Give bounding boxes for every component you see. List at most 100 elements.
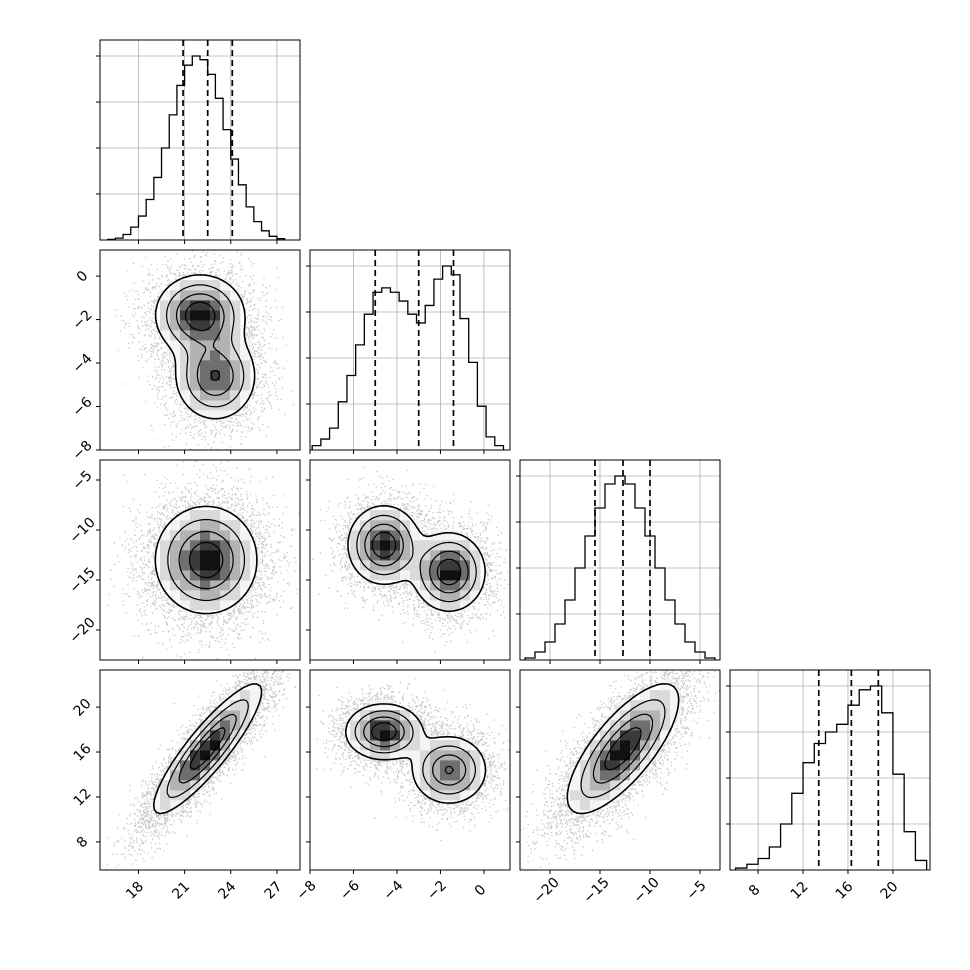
density-cell xyxy=(460,750,471,761)
density-cell xyxy=(610,760,621,771)
contour-line xyxy=(178,713,237,784)
density-cell xyxy=(450,530,461,541)
axes-frame xyxy=(99,249,301,451)
density-cell xyxy=(360,510,371,521)
pair-panel-0-1 xyxy=(99,249,301,451)
density-cell xyxy=(580,750,591,761)
density-cell xyxy=(380,570,391,581)
density-cell xyxy=(360,520,371,531)
density-cell xyxy=(620,700,631,711)
density-cell xyxy=(420,540,431,551)
panel-content xyxy=(520,670,720,870)
contour-line xyxy=(371,531,462,586)
density-cell xyxy=(200,590,211,601)
density-cell xyxy=(190,730,201,741)
density-cell xyxy=(230,360,241,371)
density-cell xyxy=(230,560,241,571)
density-cell xyxy=(630,700,641,711)
density-cell xyxy=(190,380,201,391)
density-cell xyxy=(450,750,461,761)
density-cell xyxy=(660,680,671,691)
x-tick-label: 27 xyxy=(262,879,286,903)
density-cell xyxy=(350,520,361,531)
scatter-points xyxy=(105,670,297,870)
density-cell xyxy=(630,770,641,781)
density-cell xyxy=(400,510,411,521)
density-cell xyxy=(360,730,371,741)
contour-line xyxy=(345,703,487,804)
density-cell xyxy=(590,750,601,761)
y-tick-label: −4 xyxy=(70,351,96,377)
density-cell xyxy=(200,540,211,551)
density-cell xyxy=(220,360,231,371)
density-cell xyxy=(160,550,171,561)
density-cell xyxy=(220,310,231,321)
density-cell xyxy=(170,800,181,811)
density-cell xyxy=(160,560,171,571)
density-cell xyxy=(200,370,211,381)
density-cell xyxy=(350,550,361,561)
density-cell xyxy=(230,730,241,741)
density-cell xyxy=(190,350,201,361)
density-cell xyxy=(370,730,381,741)
x-tick-label: 18 xyxy=(123,879,147,903)
pair-panel-2-3 xyxy=(519,669,721,871)
density-cell xyxy=(190,560,201,571)
density-cell xyxy=(180,340,191,351)
density-cell xyxy=(150,800,161,811)
x-tick-label: 20 xyxy=(878,879,902,903)
density-cell xyxy=(180,330,191,341)
density-cell xyxy=(620,740,631,751)
density-cell xyxy=(440,600,451,611)
density-cell xyxy=(370,560,381,571)
density-cell xyxy=(180,600,191,611)
axes-frame xyxy=(99,459,301,661)
density-cell xyxy=(210,740,221,751)
density-cell xyxy=(430,760,441,771)
density-cell xyxy=(240,720,251,731)
density-cell xyxy=(200,570,211,581)
density-cell xyxy=(640,720,651,731)
density-cell xyxy=(410,580,421,591)
density-cell xyxy=(220,330,231,341)
density-cell xyxy=(170,790,181,801)
density-cell xyxy=(200,530,211,541)
density-cell xyxy=(230,550,241,561)
density-cell xyxy=(170,760,181,771)
density-cell xyxy=(230,520,241,531)
density-cell xyxy=(200,360,211,371)
density-cell xyxy=(160,780,171,791)
density-cell xyxy=(430,750,441,761)
density-cell xyxy=(420,750,431,761)
y-tick-label: −20 xyxy=(67,615,99,647)
density-cell xyxy=(410,740,421,751)
density-cell xyxy=(250,690,261,701)
density-cell xyxy=(440,770,451,781)
density-cell xyxy=(440,740,451,751)
density-cell xyxy=(160,310,171,321)
density-cell xyxy=(370,710,381,721)
density-cell xyxy=(200,720,211,731)
density-cell xyxy=(230,400,241,411)
density-cell xyxy=(590,790,601,801)
density-cell xyxy=(620,760,631,771)
density-cell xyxy=(160,540,171,551)
x-tick-label: −15 xyxy=(581,875,613,907)
density-cell xyxy=(460,600,471,611)
density-cell xyxy=(220,390,231,401)
density-cell xyxy=(180,510,191,521)
density-cell xyxy=(220,540,231,551)
density-cell xyxy=(640,730,651,741)
density-cell xyxy=(660,720,671,731)
density-cell xyxy=(450,780,461,791)
density-cell xyxy=(190,760,201,771)
x-tick-label: −10 xyxy=(631,875,663,907)
density-cell xyxy=(360,720,371,731)
density-cell xyxy=(240,340,251,351)
density-cell xyxy=(230,380,241,391)
contour-line xyxy=(175,293,234,396)
density-cell xyxy=(380,540,391,551)
density-cell xyxy=(440,550,451,561)
histogram-step xyxy=(107,55,286,240)
density-cell xyxy=(180,280,191,291)
